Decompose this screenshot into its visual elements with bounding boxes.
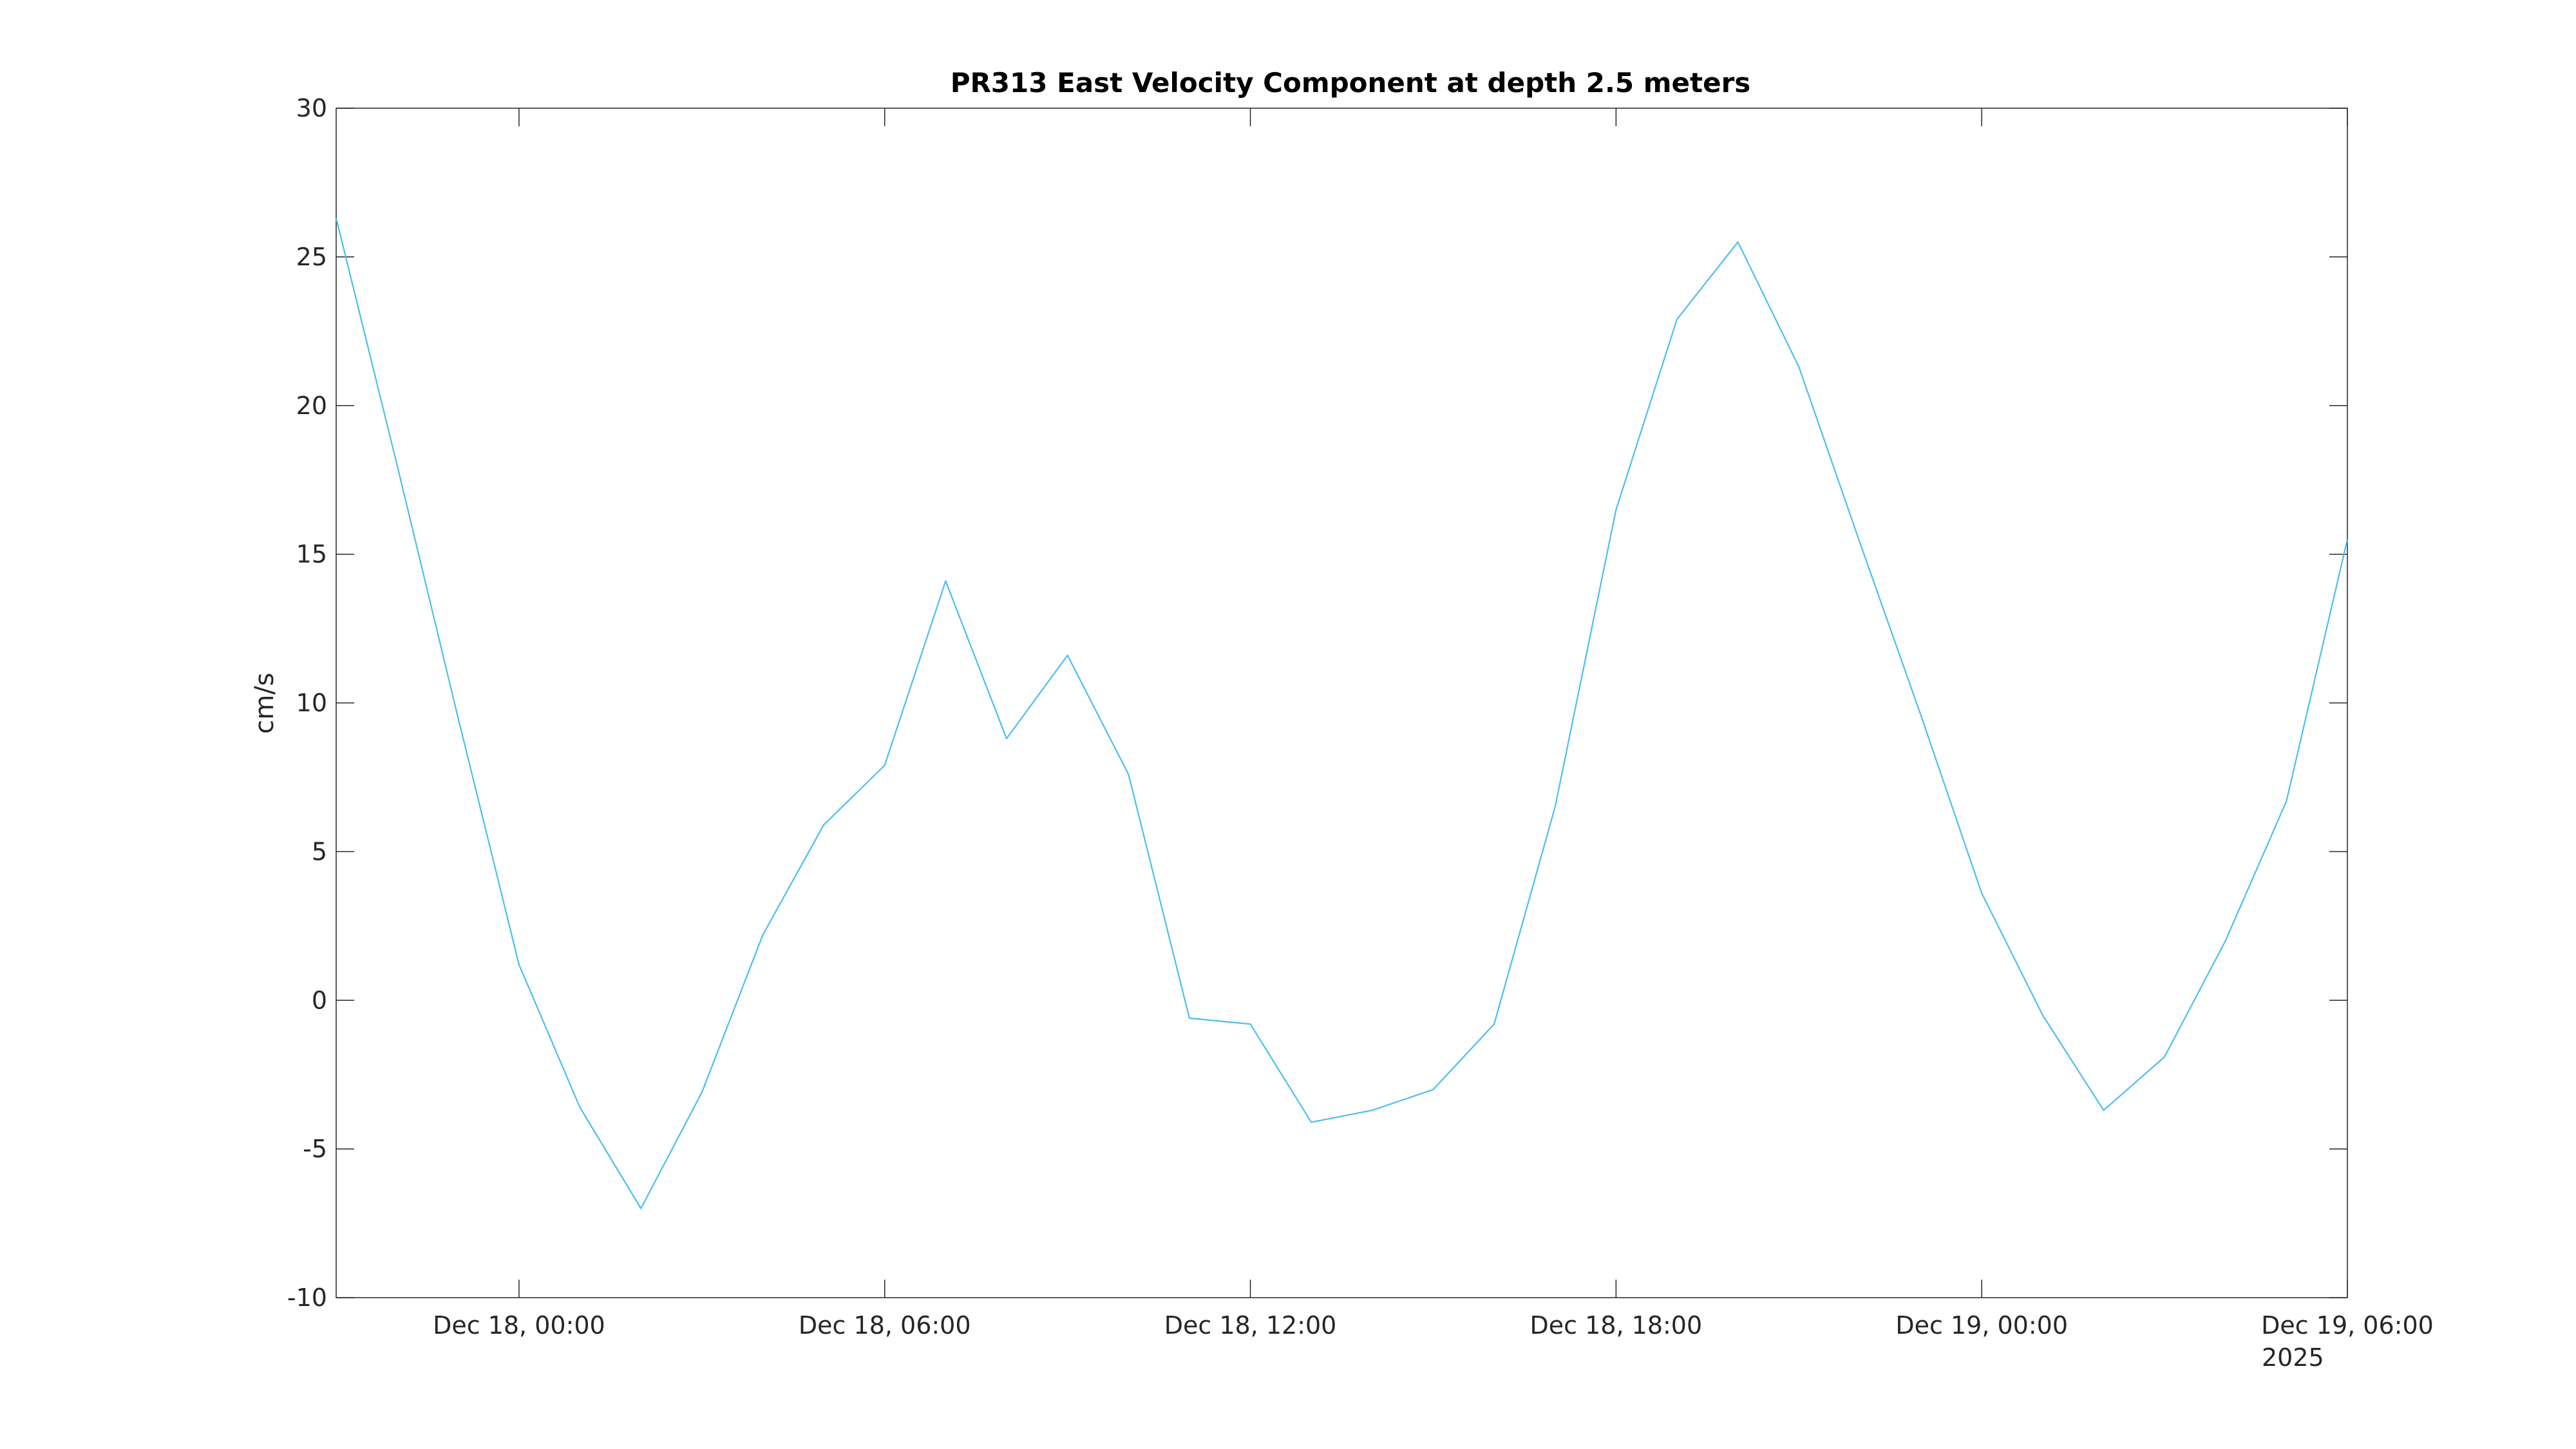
x-tick-label: Dec 19, 06:00 bbox=[2261, 1311, 2434, 1340]
plot-box bbox=[336, 108, 2348, 1298]
x-axis-year-label: 2025 bbox=[2262, 1343, 2324, 1372]
y-tick-label: 25 bbox=[296, 243, 327, 271]
plot-axes bbox=[336, 108, 2348, 1298]
x-tick-label: Dec 18, 12:00 bbox=[1164, 1311, 1337, 1340]
y-tick-label: 10 bbox=[296, 689, 327, 717]
chart-title: PR313 East Velocity Component at depth 2… bbox=[951, 67, 1751, 99]
y-axis-label: cm/s bbox=[250, 672, 279, 734]
y-tick-label: -10 bbox=[287, 1283, 327, 1312]
y-tick-label: 5 bbox=[312, 837, 327, 866]
y-tick-label: 0 bbox=[312, 986, 327, 1014]
x-tick-label: Dec 18, 06:00 bbox=[799, 1311, 971, 1340]
x-tick-label: Dec 19, 00:00 bbox=[1895, 1311, 2068, 1340]
y-tick-label: 30 bbox=[296, 94, 327, 122]
y-tick-label: -5 bbox=[303, 1135, 327, 1163]
y-tick-label: 20 bbox=[296, 392, 327, 420]
series-layer bbox=[335, 218, 2349, 1209]
y-tick-label: 15 bbox=[296, 540, 327, 569]
x-tick-label: Dec 18, 00:00 bbox=[433, 1311, 605, 1340]
series-line bbox=[335, 218, 2349, 1209]
x-tick-label: Dec 18, 18:00 bbox=[1530, 1311, 1703, 1340]
